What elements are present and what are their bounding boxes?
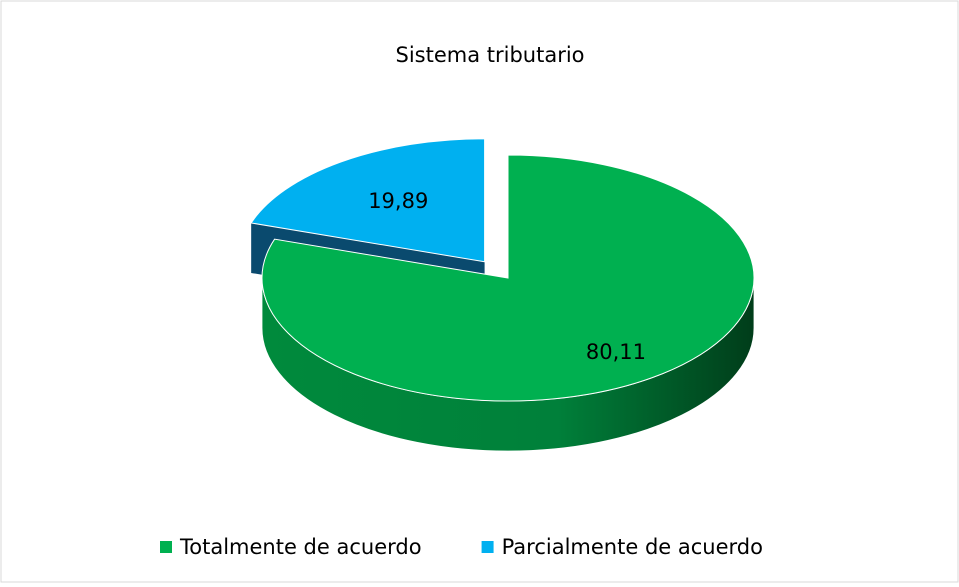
legend-swatch (160, 541, 172, 553)
slice (250, 138, 486, 263)
slice (261, 154, 755, 402)
data-label: 80,11 (586, 340, 646, 364)
legend-label: Parcialmente de acuerdo (502, 535, 763, 559)
data-label: 19,89 (368, 189, 428, 213)
chart-title: Sistema tributario (395, 43, 584, 67)
pie: 80,11 19,89 (250, 138, 755, 452)
legend-swatch (481, 541, 494, 553)
legend-label: Totalmente de acuerdo (179, 535, 422, 559)
legend: Totalmente de acuerdo Parcialmente de acu… (160, 535, 763, 559)
